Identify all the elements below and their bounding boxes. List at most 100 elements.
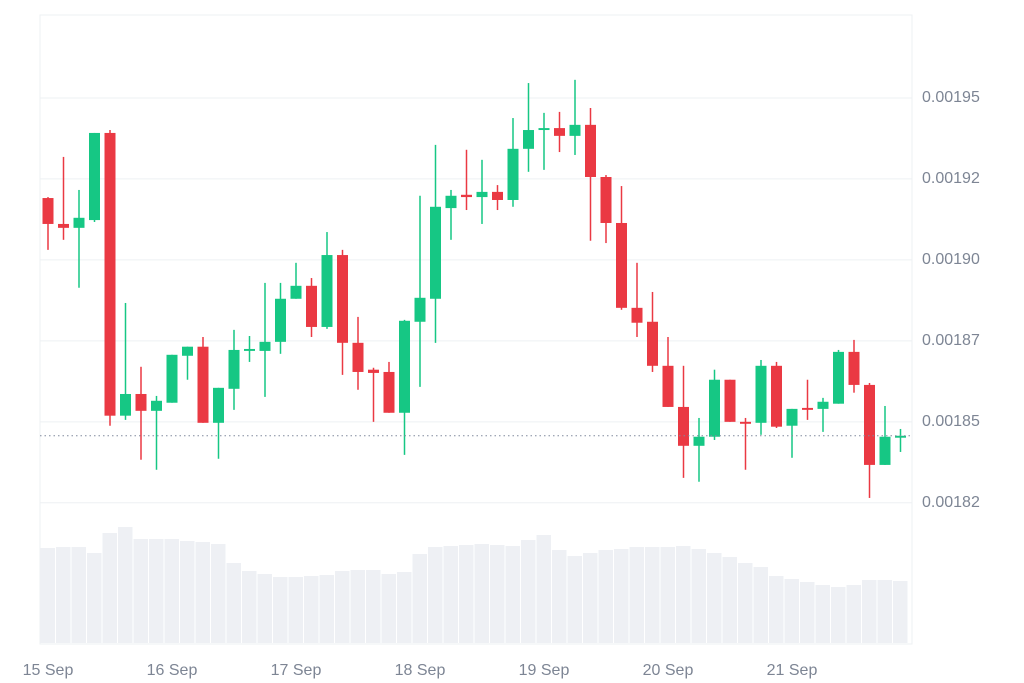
candle-body — [879, 436, 891, 465]
volume-bar — [815, 585, 830, 643]
volume-bar — [443, 546, 458, 643]
volume-bar — [490, 545, 505, 643]
candle-body — [244, 348, 255, 351]
candle-body — [895, 435, 906, 438]
candle-body — [135, 393, 147, 411]
volume-bar — [319, 575, 334, 643]
volume-bar — [459, 545, 474, 643]
volume-bar — [102, 533, 117, 643]
volume-bar — [552, 550, 567, 643]
volume-bar — [567, 556, 582, 643]
candle-body — [678, 406, 689, 446]
y-tick-label: 0.00187 — [922, 332, 980, 349]
volume-bar — [645, 547, 660, 643]
candle-body — [492, 191, 503, 200]
volume-bar — [629, 547, 644, 643]
candle-body — [523, 130, 534, 149]
candle-body — [337, 255, 348, 343]
candle-body — [786, 408, 798, 426]
candle-body — [368, 369, 379, 373]
candle-body — [538, 128, 550, 131]
candle-body — [740, 421, 751, 424]
volume-bar — [133, 539, 148, 643]
x-tick-label: 20 Sep — [643, 662, 694, 679]
volume-bar — [660, 547, 675, 643]
candle-body — [709, 379, 720, 437]
volume-bar — [691, 549, 706, 643]
candle-body — [58, 223, 69, 228]
candle-body — [321, 255, 333, 327]
volume-bar — [521, 540, 536, 643]
volume-bar — [350, 570, 365, 643]
volume-bar — [366, 570, 381, 643]
x-tick-label: 17 Sep — [271, 662, 322, 679]
candle-body — [461, 194, 472, 198]
volume-bar — [242, 571, 257, 643]
volume-bar — [505, 546, 520, 643]
volume-bar — [428, 547, 443, 643]
candle-body — [120, 393, 131, 416]
volume-bar — [676, 546, 691, 643]
candle-body — [569, 124, 581, 136]
volume-bar — [412, 554, 427, 643]
candle-body — [42, 198, 54, 224]
x-tick-label: 19 Sep — [519, 662, 570, 679]
volume-bar — [118, 527, 133, 643]
volume-bar — [226, 563, 241, 643]
candle-body — [600, 176, 612, 223]
candle-body — [848, 351, 860, 385]
candle-body — [383, 371, 395, 413]
candle-body — [476, 191, 488, 198]
x-tick-label: 21 Sep — [767, 662, 818, 679]
candle-body — [616, 222, 627, 308]
volume-bar — [149, 539, 164, 643]
x-tick-label: 16 Sep — [147, 662, 198, 679]
volume-bar — [769, 576, 784, 643]
candle-body — [399, 320, 410, 413]
plot-frame — [39, 14, 913, 645]
candle-body — [414, 297, 426, 322]
volume-bar — [893, 581, 908, 643]
volume-bar — [738, 563, 753, 643]
volume-bar — [304, 576, 319, 643]
candle-body — [755, 365, 767, 423]
candle-body — [228, 349, 240, 389]
candle-body — [631, 307, 643, 323]
candle-body — [73, 217, 85, 228]
candle-body — [693, 436, 705, 446]
volume-bar — [288, 577, 303, 643]
volume-bar — [40, 548, 55, 643]
volume-bar — [583, 553, 598, 643]
volume-bar — [536, 535, 551, 643]
candle-body — [833, 351, 844, 404]
candle-body — [724, 379, 736, 422]
volume-bar — [71, 547, 86, 643]
y-tick-label: 0.00195 — [922, 89, 980, 106]
candle-body — [213, 387, 224, 423]
volume-bar — [381, 574, 396, 643]
volume-bar — [211, 544, 226, 643]
candle-body — [647, 321, 658, 366]
volume-bar — [56, 547, 71, 643]
candle-body — [445, 195, 457, 209]
candle-body — [151, 400, 162, 411]
candle-body — [802, 407, 813, 410]
candle-body — [166, 354, 178, 403]
candle-body — [306, 285, 317, 327]
volume-bar — [614, 549, 629, 643]
candle-body — [182, 346, 193, 356]
volume-bar — [195, 542, 210, 643]
volume-bar — [800, 582, 815, 643]
candle-body — [89, 132, 100, 221]
volume-bar — [474, 544, 489, 643]
volume-bar — [862, 580, 877, 643]
volume-bar — [707, 553, 722, 643]
volume-bar — [598, 550, 613, 643]
candle-body — [662, 365, 674, 407]
candle-body — [259, 341, 271, 351]
x-tick-label: 18 Sep — [395, 662, 446, 679]
candle-body — [585, 124, 596, 177]
candle-body — [275, 298, 286, 342]
